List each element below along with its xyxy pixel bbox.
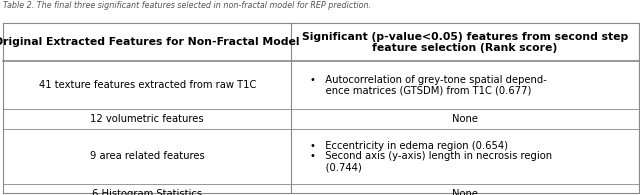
Text: 6 Histogram Statistics: 6 Histogram Statistics bbox=[92, 189, 202, 195]
Text: Original Extracted Features for Non-Fractal Model: Original Extracted Features for Non-Frac… bbox=[0, 37, 300, 47]
Text: ence matrices (GTSDM) from T1C (0.677): ence matrices (GTSDM) from T1C (0.677) bbox=[310, 86, 532, 96]
Text: 12 volumetric features: 12 volumetric features bbox=[90, 114, 204, 124]
Text: •   Eccentricity in edema region (0.654): • Eccentricity in edema region (0.654) bbox=[310, 141, 508, 151]
Text: None: None bbox=[452, 189, 478, 195]
Text: •   Second axis (y-axis) length in necrosis region: • Second axis (y-axis) length in necrosi… bbox=[310, 152, 552, 161]
Text: (0.744): (0.744) bbox=[310, 162, 362, 172]
Text: 41 texture features extracted from raw T1C: 41 texture features extracted from raw T… bbox=[38, 80, 256, 90]
Text: 9 area related features: 9 area related features bbox=[90, 152, 205, 161]
Text: None: None bbox=[452, 114, 478, 124]
Text: •   Autocorrelation of grey-tone spatial depend-: • Autocorrelation of grey-tone spatial d… bbox=[310, 75, 547, 85]
Text: Table 2. The final three significant features selected in non-fractal model for : Table 2. The final three significant fea… bbox=[3, 1, 371, 10]
Text: Significant (p-value<0.05) features from second step
feature selection (Rank sco: Significant (p-value<0.05) features from… bbox=[302, 32, 628, 53]
